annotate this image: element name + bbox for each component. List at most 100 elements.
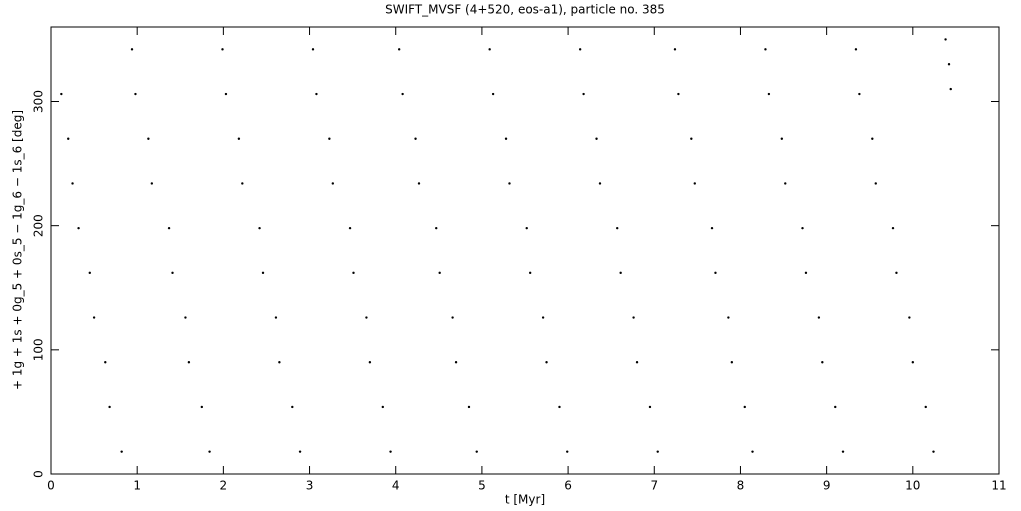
point (150, 182, 154, 185)
point (365, 316, 368, 319)
x-tick-label: 7 (650, 479, 658, 493)
point (130, 48, 134, 51)
point (315, 92, 318, 96)
x-tick-label: 1 (133, 479, 141, 493)
y-tick-label: 0 (32, 470, 46, 478)
point (834, 405, 837, 409)
point (467, 405, 471, 409)
point (397, 48, 401, 51)
x-tick-label: 10 (905, 479, 920, 493)
point (817, 316, 821, 319)
point (582, 92, 585, 96)
point (944, 38, 947, 41)
point (924, 405, 927, 409)
x-tick-label: 3 (306, 479, 314, 493)
point (104, 361, 107, 364)
point (417, 182, 421, 185)
point (784, 182, 787, 185)
point (635, 361, 639, 364)
point (67, 137, 70, 140)
point (311, 48, 315, 51)
point (261, 271, 265, 275)
point (598, 182, 602, 185)
point (134, 92, 137, 96)
point (60, 92, 63, 96)
point (690, 137, 693, 140)
point (389, 450, 392, 453)
point (171, 271, 174, 275)
point (414, 137, 417, 140)
x-tick-label: 11 (991, 479, 1006, 493)
point (541, 316, 545, 319)
point (274, 316, 278, 319)
point (352, 271, 355, 275)
point (908, 316, 911, 319)
point (108, 405, 111, 409)
x-tick-label: 9 (823, 479, 831, 493)
plot-frame (50, 26, 1000, 475)
point (949, 87, 952, 91)
point (891, 226, 895, 230)
y-tick-label: 300 (32, 90, 46, 113)
point (88, 271, 91, 275)
point (224, 92, 228, 96)
point (767, 92, 771, 96)
point (187, 361, 191, 364)
y-axis-label: + 1g + 1s + 0g_5 + 0s_5 − 1g_6 − 1s_6 [d… (11, 110, 25, 390)
point (566, 450, 569, 453)
point (368, 361, 372, 364)
point (258, 226, 261, 230)
point (454, 361, 458, 364)
point (841, 450, 845, 453)
x-tick-label: 4 (392, 479, 400, 493)
y-tick-label: 100 (32, 338, 46, 361)
point (801, 226, 804, 230)
point (147, 137, 150, 140)
point (278, 361, 281, 364)
point (656, 450, 659, 453)
point (764, 48, 767, 51)
point (167, 226, 171, 230)
point (438, 271, 441, 275)
point (595, 137, 598, 140)
point (451, 316, 454, 319)
point (911, 361, 915, 364)
point (221, 48, 224, 51)
point (874, 182, 877, 185)
point (751, 450, 754, 453)
point (328, 137, 331, 140)
point (120, 450, 123, 453)
point (558, 405, 561, 409)
point (92, 316, 96, 319)
point (475, 450, 478, 453)
point (780, 137, 784, 140)
point (871, 137, 874, 140)
x-axis-label: t [Myr] (505, 493, 545, 507)
point (730, 361, 734, 364)
chart-title: SWIFT_MVSF (4+520, eos-a1), particle no.… (385, 3, 665, 17)
point (348, 226, 352, 230)
point (714, 271, 717, 275)
point (616, 226, 619, 230)
point (947, 63, 951, 66)
point (488, 48, 491, 51)
point (331, 182, 335, 185)
point (693, 182, 696, 185)
point (200, 405, 204, 409)
point (508, 182, 511, 185)
point (77, 226, 80, 230)
point (184, 316, 187, 319)
x-tick-label: 8 (737, 479, 745, 493)
point (525, 226, 528, 230)
point (545, 361, 548, 364)
point (504, 137, 508, 140)
point (491, 92, 495, 96)
point (401, 92, 404, 96)
point (854, 48, 858, 51)
point (858, 92, 861, 96)
point (241, 182, 244, 185)
point (821, 361, 824, 364)
point (578, 48, 582, 51)
point (298, 450, 302, 453)
